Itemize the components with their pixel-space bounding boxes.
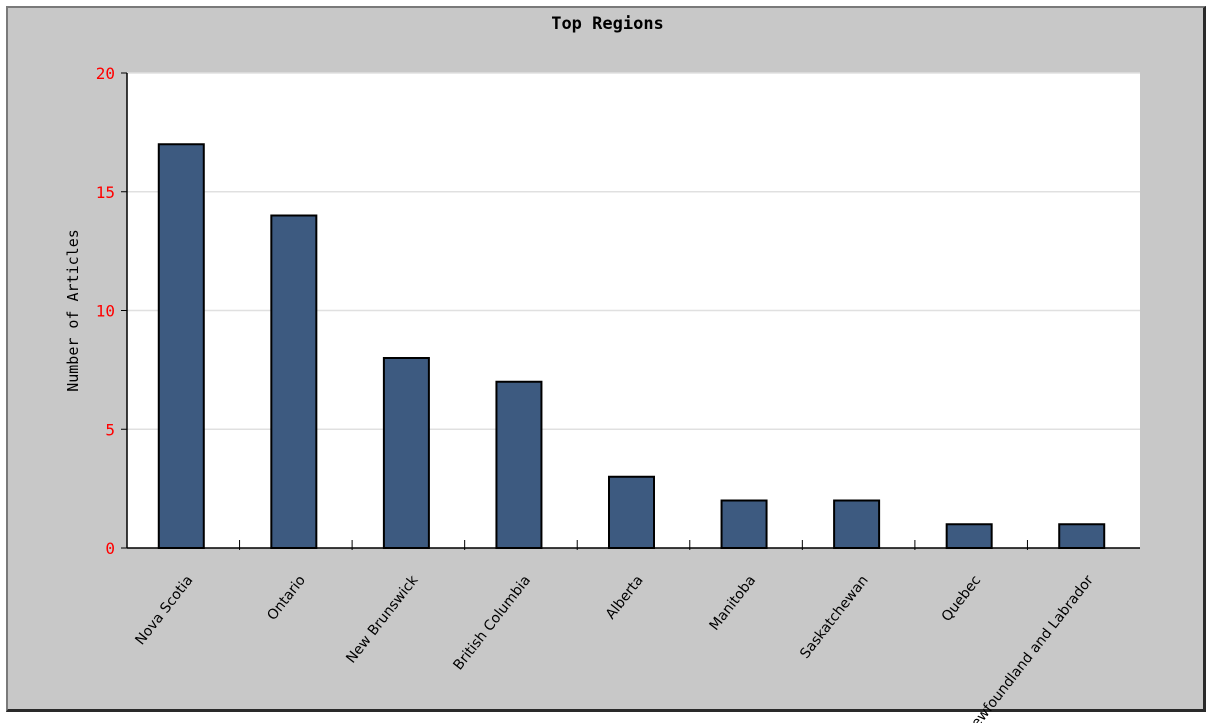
bar: [157, 143, 205, 549]
x-tick-label: Nova Scotia: [132, 573, 196, 649]
bar: [608, 475, 655, 549]
y-tick-label: 15: [96, 183, 115, 202]
x-tick-label: Newfoundland and Labrador: [962, 572, 1097, 723]
x-tick-label: New Brunswick: [343, 572, 422, 667]
y-axis-label: Number of Articles: [64, 229, 82, 392]
x-tick-label: Manitoba: [707, 573, 760, 634]
x-tick-label: Ontario: [264, 573, 309, 624]
bar: [495, 380, 543, 549]
bar: [720, 499, 768, 549]
bar: [270, 214, 318, 549]
bar: [1058, 523, 1106, 549]
chart-title: Top Regions: [551, 14, 664, 34]
y-tick-label: 0: [105, 539, 115, 558]
x-tick-label: British Columbia: [450, 573, 534, 674]
x-tick-label: Quebec: [939, 573, 985, 625]
y-tick-label: 5: [105, 420, 115, 439]
x-tick-label: Alberta: [603, 573, 647, 623]
bar: [945, 523, 993, 549]
bar: [833, 499, 881, 549]
y-tick-label: 20: [96, 64, 115, 83]
bar: [382, 357, 430, 549]
x-tick-label: Saskatchewan: [797, 573, 872, 662]
y-tick-label: 10: [96, 302, 115, 321]
